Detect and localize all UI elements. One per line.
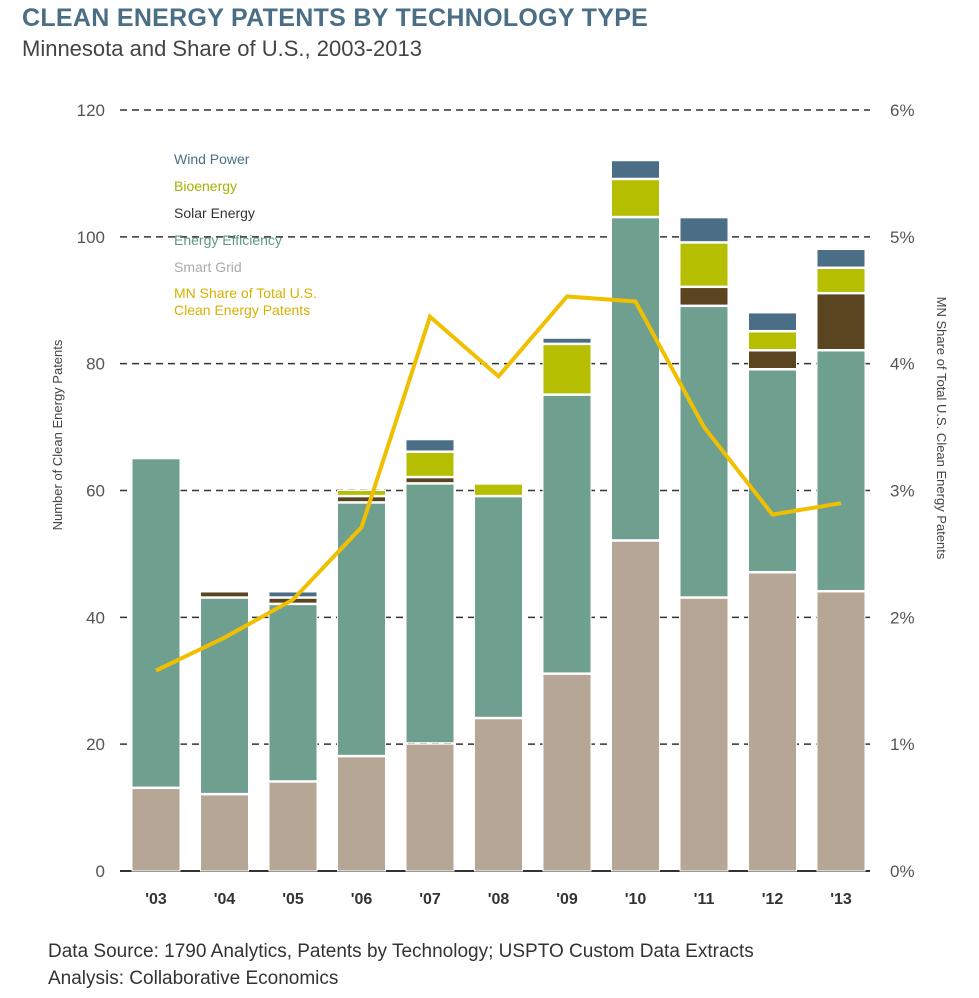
x-tick-label: '13 — [830, 891, 852, 908]
bar-segment-solar-energy — [338, 497, 386, 502]
bar-segment-wind-power — [612, 161, 660, 179]
x-tick-label: '12 — [762, 891, 784, 908]
y-tick-label: 80 — [86, 355, 105, 374]
bar-segment-wind-power — [680, 218, 728, 242]
y2-tick-label: 0% — [890, 862, 915, 881]
y-tick-label: 100 — [77, 228, 105, 247]
y2-tick-label: 5% — [890, 228, 915, 247]
bar-segment-solar-energy — [201, 592, 249, 597]
legend-item: Bioenergy — [174, 173, 317, 200]
bar-segment-energy-efficiency — [132, 459, 180, 787]
x-tick-label: '07 — [419, 891, 441, 908]
bar-segment-bioenergy — [749, 332, 797, 350]
bar-segment-smart-grid — [269, 782, 317, 871]
x-tick-label: '05 — [282, 891, 304, 908]
source-line: Data Source: 1790 Analytics, Patents by … — [48, 938, 754, 965]
y2-tick-label: 1% — [890, 735, 915, 754]
bar-segment-smart-grid — [612, 541, 660, 871]
chart: 0 20 40 60 80 100 120 0% 1% 2% 3% 4% 5% 6% Number of C… — [0, 0, 979, 930]
bar-segment-solar-energy — [749, 351, 797, 369]
y2-tick-label: 6% — [890, 101, 915, 120]
legend-item: Wind Power — [174, 146, 317, 173]
x-tick-label: '03 — [145, 891, 167, 908]
y2-axis-title: MN Share of Total U.S. Clean Energy Pate… — [934, 297, 949, 560]
bar-segment-wind-power — [817, 250, 865, 268]
bar-segment-energy-efficiency — [338, 503, 386, 755]
bar-segment-smart-grid — [201, 795, 249, 871]
x-tick-label: '08 — [488, 891, 510, 908]
bar-segment-wind-power — [406, 440, 454, 451]
bar-segment-energy-efficiency — [817, 351, 865, 590]
bar-segment-bioenergy — [817, 269, 865, 293]
bar-segment-energy-efficiency — [749, 370, 797, 571]
bar-segment-solar-energy — [680, 288, 728, 306]
x-tick-label: '04 — [214, 891, 236, 908]
y-tick-label: 60 — [86, 482, 105, 501]
x-tick-label: '11 — [694, 891, 715, 908]
bar-segment-smart-grid — [406, 744, 454, 871]
legend-label: MN Share of Total U.S. — [174, 285, 317, 302]
y2-tick-label: 4% — [890, 355, 915, 374]
bar-segment-smart-grid — [817, 592, 865, 871]
bar-segment-wind-power — [749, 313, 797, 331]
legend: Wind PowerBioenergySolar EnergyEnergy Ef… — [174, 146, 317, 319]
bar-segment-energy-efficiency — [612, 218, 660, 540]
y-tick-label: 0 — [96, 862, 105, 881]
bar-segment-smart-grid — [749, 573, 797, 871]
bar-segment-smart-grid — [132, 789, 180, 871]
source-note: Data Source: 1790 Analytics, Patents by … — [48, 938, 754, 992]
x-tick-label: '09 — [556, 891, 578, 908]
x-tick-label: '06 — [351, 891, 373, 908]
bar-segment-bioenergy — [406, 452, 454, 476]
bar-segment-smart-grid — [680, 598, 728, 871]
bar-segment-bioenergy — [475, 484, 523, 495]
y-tick-label: 20 — [86, 735, 105, 754]
bar-segment-bioenergy — [543, 345, 591, 394]
bar-segment-energy-efficiency — [475, 497, 523, 717]
bar-segment-smart-grid — [338, 757, 386, 871]
legend-item: Solar Energy — [174, 200, 317, 227]
bar-segment-energy-efficiency — [269, 605, 317, 781]
y-tick-label: 120 — [77, 101, 105, 120]
bar-segment-smart-grid — [475, 719, 523, 871]
bar-segment-wind-power — [269, 592, 317, 597]
legend-item: MN Share of Total U.S.Clean Energy Paten… — [174, 285, 317, 319]
y-axis-title: Number of Clean Energy Patents — [50, 339, 65, 530]
bar-segment-solar-energy — [817, 294, 865, 350]
bar-segment-energy-efficiency — [406, 484, 454, 743]
analysis-line: Analysis: Collaborative Economics — [48, 965, 754, 992]
y2-tick-label: 3% — [890, 482, 915, 501]
x-tick-label: '10 — [625, 891, 647, 908]
y-tick-label: 40 — [86, 608, 105, 627]
bar-segment-bioenergy — [612, 180, 660, 217]
bar-segment-smart-grid — [543, 674, 591, 871]
bar-segment-energy-efficiency — [543, 395, 591, 673]
legend-label: Clean Energy Patents — [174, 302, 317, 319]
bar-segment-wind-power — [543, 338, 591, 343]
legend-item: Energy Efficiency — [174, 227, 317, 254]
bar-segment-solar-energy — [406, 478, 454, 483]
bar-segment-bioenergy — [338, 491, 386, 496]
legend-item: Smart Grid — [174, 254, 317, 281]
y2-tick-label: 2% — [890, 608, 915, 627]
bar-segment-bioenergy — [680, 243, 728, 286]
